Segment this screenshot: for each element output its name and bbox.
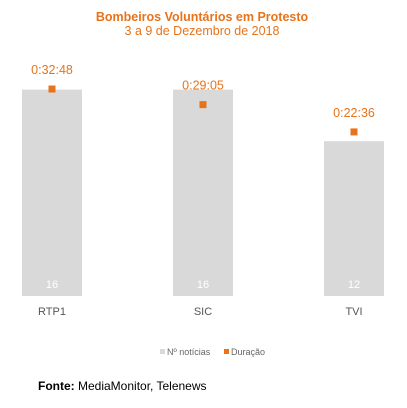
bar-rtp1 xyxy=(22,89,82,296)
legend: Nº notícias Duração xyxy=(160,347,265,357)
source-label: Fonte: xyxy=(38,379,75,393)
bar-value-label-tvi: 12 xyxy=(348,279,360,291)
duration-label-tvi: 0:22:36 xyxy=(333,106,375,120)
source-text: MediaMonitor, Telenews xyxy=(78,379,207,393)
bar-sic xyxy=(173,89,233,296)
duration-marker-sic xyxy=(199,101,207,109)
legend-label-count: Nº notícias xyxy=(167,347,211,357)
x-tick-label-tvi: TVI xyxy=(345,306,362,318)
legend-label-duration: Duração xyxy=(231,347,265,357)
x-tick-label-rtp1: RTP1 xyxy=(38,306,66,318)
chart-subtitle: 3 a 9 de Dezembro de 2018 xyxy=(125,24,280,38)
duration-marker-rtp1 xyxy=(48,85,56,93)
chart-title: Bombeiros Voluntários em Protesto xyxy=(96,10,309,24)
duration-marker-tvi xyxy=(350,128,358,136)
duration-label-rtp1: 0:32:48 xyxy=(31,63,73,77)
bar-value-label-sic: 16 xyxy=(197,279,209,291)
bar-tvi xyxy=(324,141,384,296)
legend-swatch-duration xyxy=(224,349,229,354)
plot-area: 16 RTP1 0:32:48 16 SIC 0:29:05 12 TVI 0:22:36 xyxy=(22,63,384,318)
x-tick-label-sic: SIC xyxy=(194,306,212,318)
duration-label-sic: 0:29:05 xyxy=(182,79,224,93)
legend-swatch-count xyxy=(160,349,165,354)
source-note: Fonte: MediaMonitor, Telenews xyxy=(38,379,207,393)
bar-value-label-rtp1: 16 xyxy=(46,279,58,291)
